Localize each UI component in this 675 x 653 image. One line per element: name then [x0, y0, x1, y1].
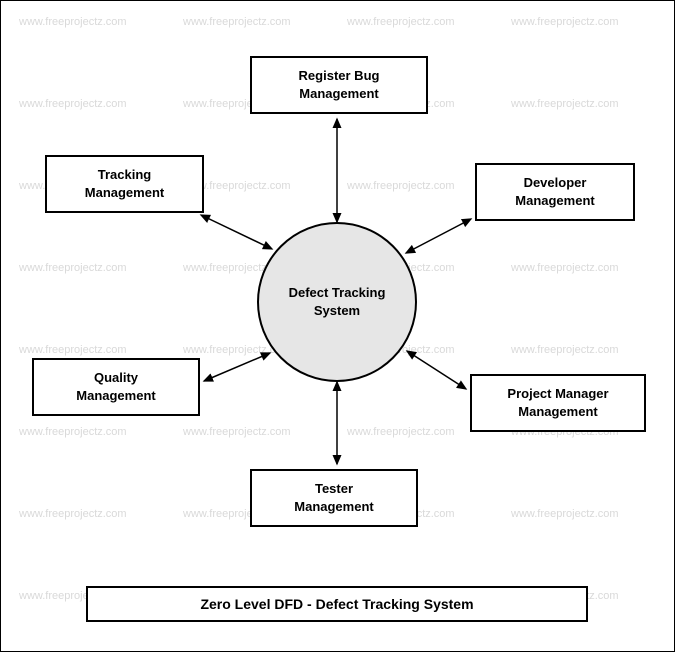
entity-label: Project ManagerManagement	[507, 385, 608, 420]
diagram-title-label: Zero Level DFD - Defect Tracking System	[200, 596, 473, 612]
watermark-text: www.freeprojectz.com	[19, 98, 127, 110]
watermark-text: www.freeprojectz.com	[511, 16, 619, 28]
entity-developer: DeveloperManagement	[475, 163, 635, 221]
watermark-text: www.freeprojectz.com	[183, 426, 291, 438]
watermark-text: www.freeprojectz.com	[511, 508, 619, 520]
watermark-text: www.freeprojectz.com	[347, 180, 455, 192]
center-process: Defect TrackingSystem	[257, 222, 417, 382]
watermark-text: www.freeprojectz.com	[19, 16, 127, 28]
connector-arrow	[407, 351, 466, 389]
connector-arrow	[201, 215, 272, 249]
entity-tracking: TrackingManagement	[45, 155, 204, 213]
entity-label: QualityManagement	[76, 369, 155, 404]
watermark-text: www.freeprojectz.com	[511, 344, 619, 356]
watermark-text: www.freeprojectz.com	[19, 344, 127, 356]
connector-arrow	[406, 219, 471, 253]
diagram-title-box: Zero Level DFD - Defect Tracking System	[86, 586, 588, 622]
entity-label: DeveloperManagement	[515, 174, 594, 209]
watermark-text: www.freeprojectz.com	[347, 426, 455, 438]
watermark-text: www.freeprojectz.com	[19, 262, 127, 274]
watermark-text: www.freeprojectz.com	[511, 262, 619, 274]
diagram-canvas: www.freeprojectz.com www.freeprojectz.com…	[0, 0, 675, 652]
watermark-text: www.freeprojectz.com	[19, 508, 127, 520]
entity-label: Register BugManagement	[299, 67, 380, 102]
watermark-text: www.freeprojectz.com	[511, 98, 619, 110]
entity-label: TrackingManagement	[85, 166, 164, 201]
watermark-text: www.freeprojectz.com	[347, 16, 455, 28]
center-process-label: Defect TrackingSystem	[289, 284, 386, 319]
entity-register-bug: Register BugManagement	[250, 56, 428, 114]
entity-project-mgr: Project ManagerManagement	[470, 374, 646, 432]
connector-arrow	[204, 353, 270, 381]
entity-quality: QualityManagement	[32, 358, 200, 416]
entity-tester: TesterManagement	[250, 469, 418, 527]
entity-label: TesterManagement	[294, 480, 373, 515]
watermark-text: www.freeprojectz.com	[19, 426, 127, 438]
watermark-text: www.freeprojectz.com	[183, 16, 291, 28]
